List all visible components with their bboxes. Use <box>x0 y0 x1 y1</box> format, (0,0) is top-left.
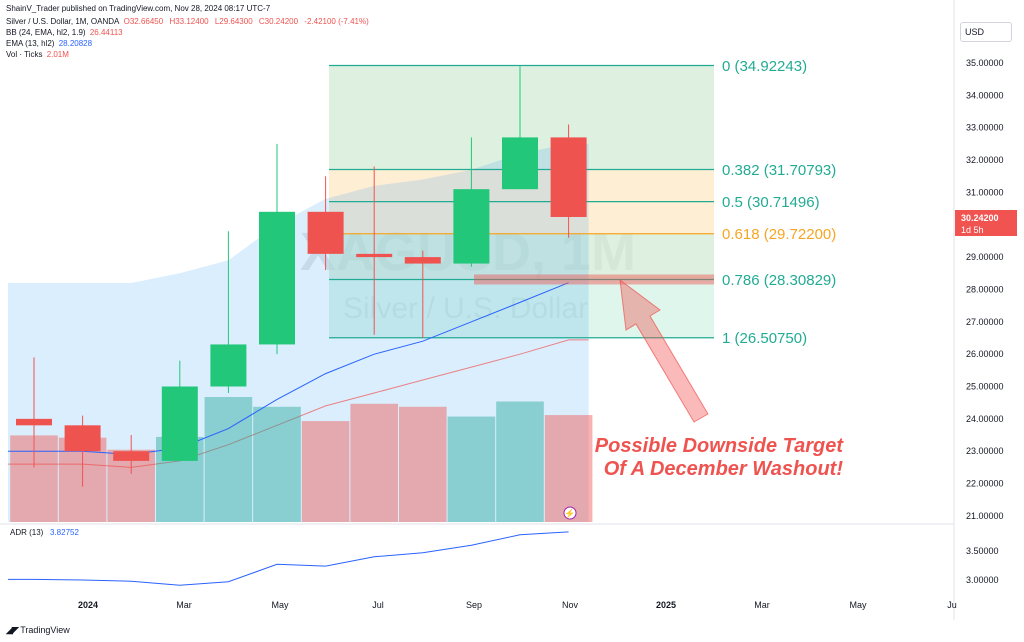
axes: 35.00000 34.00000 33.00000 32.00000 31.00000… <box>78 0 1004 620</box>
symbol-name[interactable]: Silver / U.S. Dollar, 1M, OANDA <box>6 17 120 26</box>
volume-bar <box>544 415 593 522</box>
y-tick-label: 35.00000 <box>966 58 1004 68</box>
tradingview-branding[interactable]: ◢◤ TradingView <box>6 625 70 636</box>
x-tick-label: Mar <box>754 600 770 610</box>
y-tick-label: 21.00000 <box>966 511 1004 521</box>
currency-selector[interactable]: USD <box>960 22 1012 42</box>
target-zone <box>474 274 714 285</box>
candle-body <box>161 386 198 461</box>
adr-tick-label: 3.50000 <box>966 546 999 556</box>
x-tick-label: May <box>271 600 289 610</box>
ema-label: EMA (13, hl2) <box>6 39 55 48</box>
target-zone-rect <box>474 274 714 285</box>
candle-body <box>210 344 247 387</box>
symbol-legend: Silver / U.S. Dollar, 1M, OANDA O32.6645… <box>6 17 369 26</box>
branding-label: TradingView <box>20 625 70 635</box>
fib-label-0.5: 0.5 (30.71496) <box>722 194 820 211</box>
fib-label-0.786: 0.786 (28.30829) <box>722 272 836 289</box>
x-tick-label: May <box>849 600 867 610</box>
adr-value: 3.82752 <box>50 528 79 537</box>
vol-legend[interactable]: Vol · Ticks 2.01M <box>6 50 71 59</box>
bb-band-fill <box>8 143 589 522</box>
y-tick-label: 32.00000 <box>966 155 1004 165</box>
y-tick-label: 29.00000 <box>966 252 1004 262</box>
candle-body <box>356 253 393 258</box>
x-tick-label: 2024 <box>78 600 98 610</box>
y-tick-label: 27.00000 <box>966 317 1004 327</box>
annotation-arrow <box>619 278 709 423</box>
candles <box>16 66 587 487</box>
candle-body <box>259 211 295 345</box>
volume-bar <box>399 406 447 522</box>
candle-body <box>502 137 538 190</box>
fib-label-0.382: 0.382 (31.70793) <box>722 162 836 179</box>
fib-lines: 0 (34.92243) 0.382 (31.70793) 0.5 (30.7149… <box>329 58 836 347</box>
y-tick-label: 24.00000 <box>966 414 1004 424</box>
bb-legend[interactable]: BB (24, EMA, hl2, 1.9) 26.44113 <box>6 28 125 37</box>
volume-bar <box>204 397 253 522</box>
bb-label: BB (24, EMA, hl2, 1.9) <box>6 28 86 37</box>
last-price-tag: 30.24200 1d 5h <box>955 209 1017 236</box>
ema-value: 28.20828 <box>58 39 93 48</box>
y-tick-label: 33.00000 <box>966 123 1004 133</box>
fib-zone-0.786 <box>329 279 714 338</box>
fib-zone-0.618 <box>329 233 714 280</box>
lightning-icon <box>563 506 577 520</box>
adr-line <box>8 531 569 586</box>
annotation-line-1: Possible Downside Target <box>595 435 845 457</box>
y-tick-label: 26.00000 <box>966 349 1004 359</box>
y-tick-label: 23.00000 <box>966 446 1004 456</box>
annotation-line-2: Of A December Washout! <box>604 458 844 480</box>
x-tick-label: 2025 <box>656 600 676 610</box>
ohlc-close: 30.24200 <box>264 17 299 26</box>
y-tick-label: 28.00000 <box>966 284 1004 294</box>
x-tick-label: Sep <box>466 600 482 610</box>
fib-label-0: 0 (34.92243) <box>722 58 807 75</box>
y-tick-label: 22.00000 <box>966 479 1004 489</box>
fib-label-0.618: 0.618 (29.72200) <box>722 226 836 243</box>
x-tick-label: Nov <box>562 600 579 610</box>
adr-tick-label: 3.00000 <box>966 575 999 585</box>
candle-body <box>453 189 490 264</box>
candle-body <box>113 451 150 461</box>
fib-zone-0.5 <box>329 201 714 234</box>
arrow-shape <box>619 278 709 423</box>
fib-label-1: 1 (26.50750) <box>722 330 807 347</box>
volume-bar <box>350 403 398 522</box>
x-tick-label: Mar <box>176 600 192 610</box>
x-tick-label: Jul <box>372 600 384 610</box>
vol-label: Vol · Ticks <box>6 50 43 59</box>
last-price: 30.24200 <box>961 212 999 223</box>
ohlc-open: 32.66450 <box>129 17 164 26</box>
x-tick-label: Ju <box>947 600 957 610</box>
y-tick-label: 31.00000 <box>966 187 1004 197</box>
volume-bar <box>301 421 350 522</box>
candle-body <box>550 137 587 217</box>
adr-label: ADR (13) <box>10 528 44 537</box>
vol-value: 2.01M <box>46 50 69 59</box>
bollinger-bands <box>8 143 589 522</box>
ohlc-high: 33.12400 <box>175 17 209 26</box>
bb-basis-line <box>8 339 589 468</box>
ohlc-change: -2.42100 (-7.41%) <box>304 17 369 26</box>
ohlc-low: 29.64300 <box>219 17 253 26</box>
candle-body <box>16 418 52 426</box>
volume-bar <box>447 416 496 522</box>
y-tick-label: 34.00000 <box>966 90 1004 100</box>
candle-body <box>404 257 441 264</box>
volume-bar <box>253 406 301 522</box>
bar-countdown: 1d 5h <box>961 224 984 235</box>
y-tick-label: 25.00000 <box>966 382 1004 392</box>
published-line: ShainV_Trader published on TradingView.c… <box>6 4 271 13</box>
lightning-glyph: ⚡ <box>564 508 575 520</box>
ema-legend[interactable]: EMA (13, hl2) 28.20828 <box>6 39 94 48</box>
candle-body <box>64 425 101 452</box>
adr-pane: ADR (13) 3.82752 <box>0 523 954 586</box>
bb-value: 26.44113 <box>89 28 123 37</box>
volume-bar <box>496 401 544 522</box>
tv-logo-icon: ◢◤ <box>6 625 19 635</box>
candle-body <box>307 211 344 254</box>
